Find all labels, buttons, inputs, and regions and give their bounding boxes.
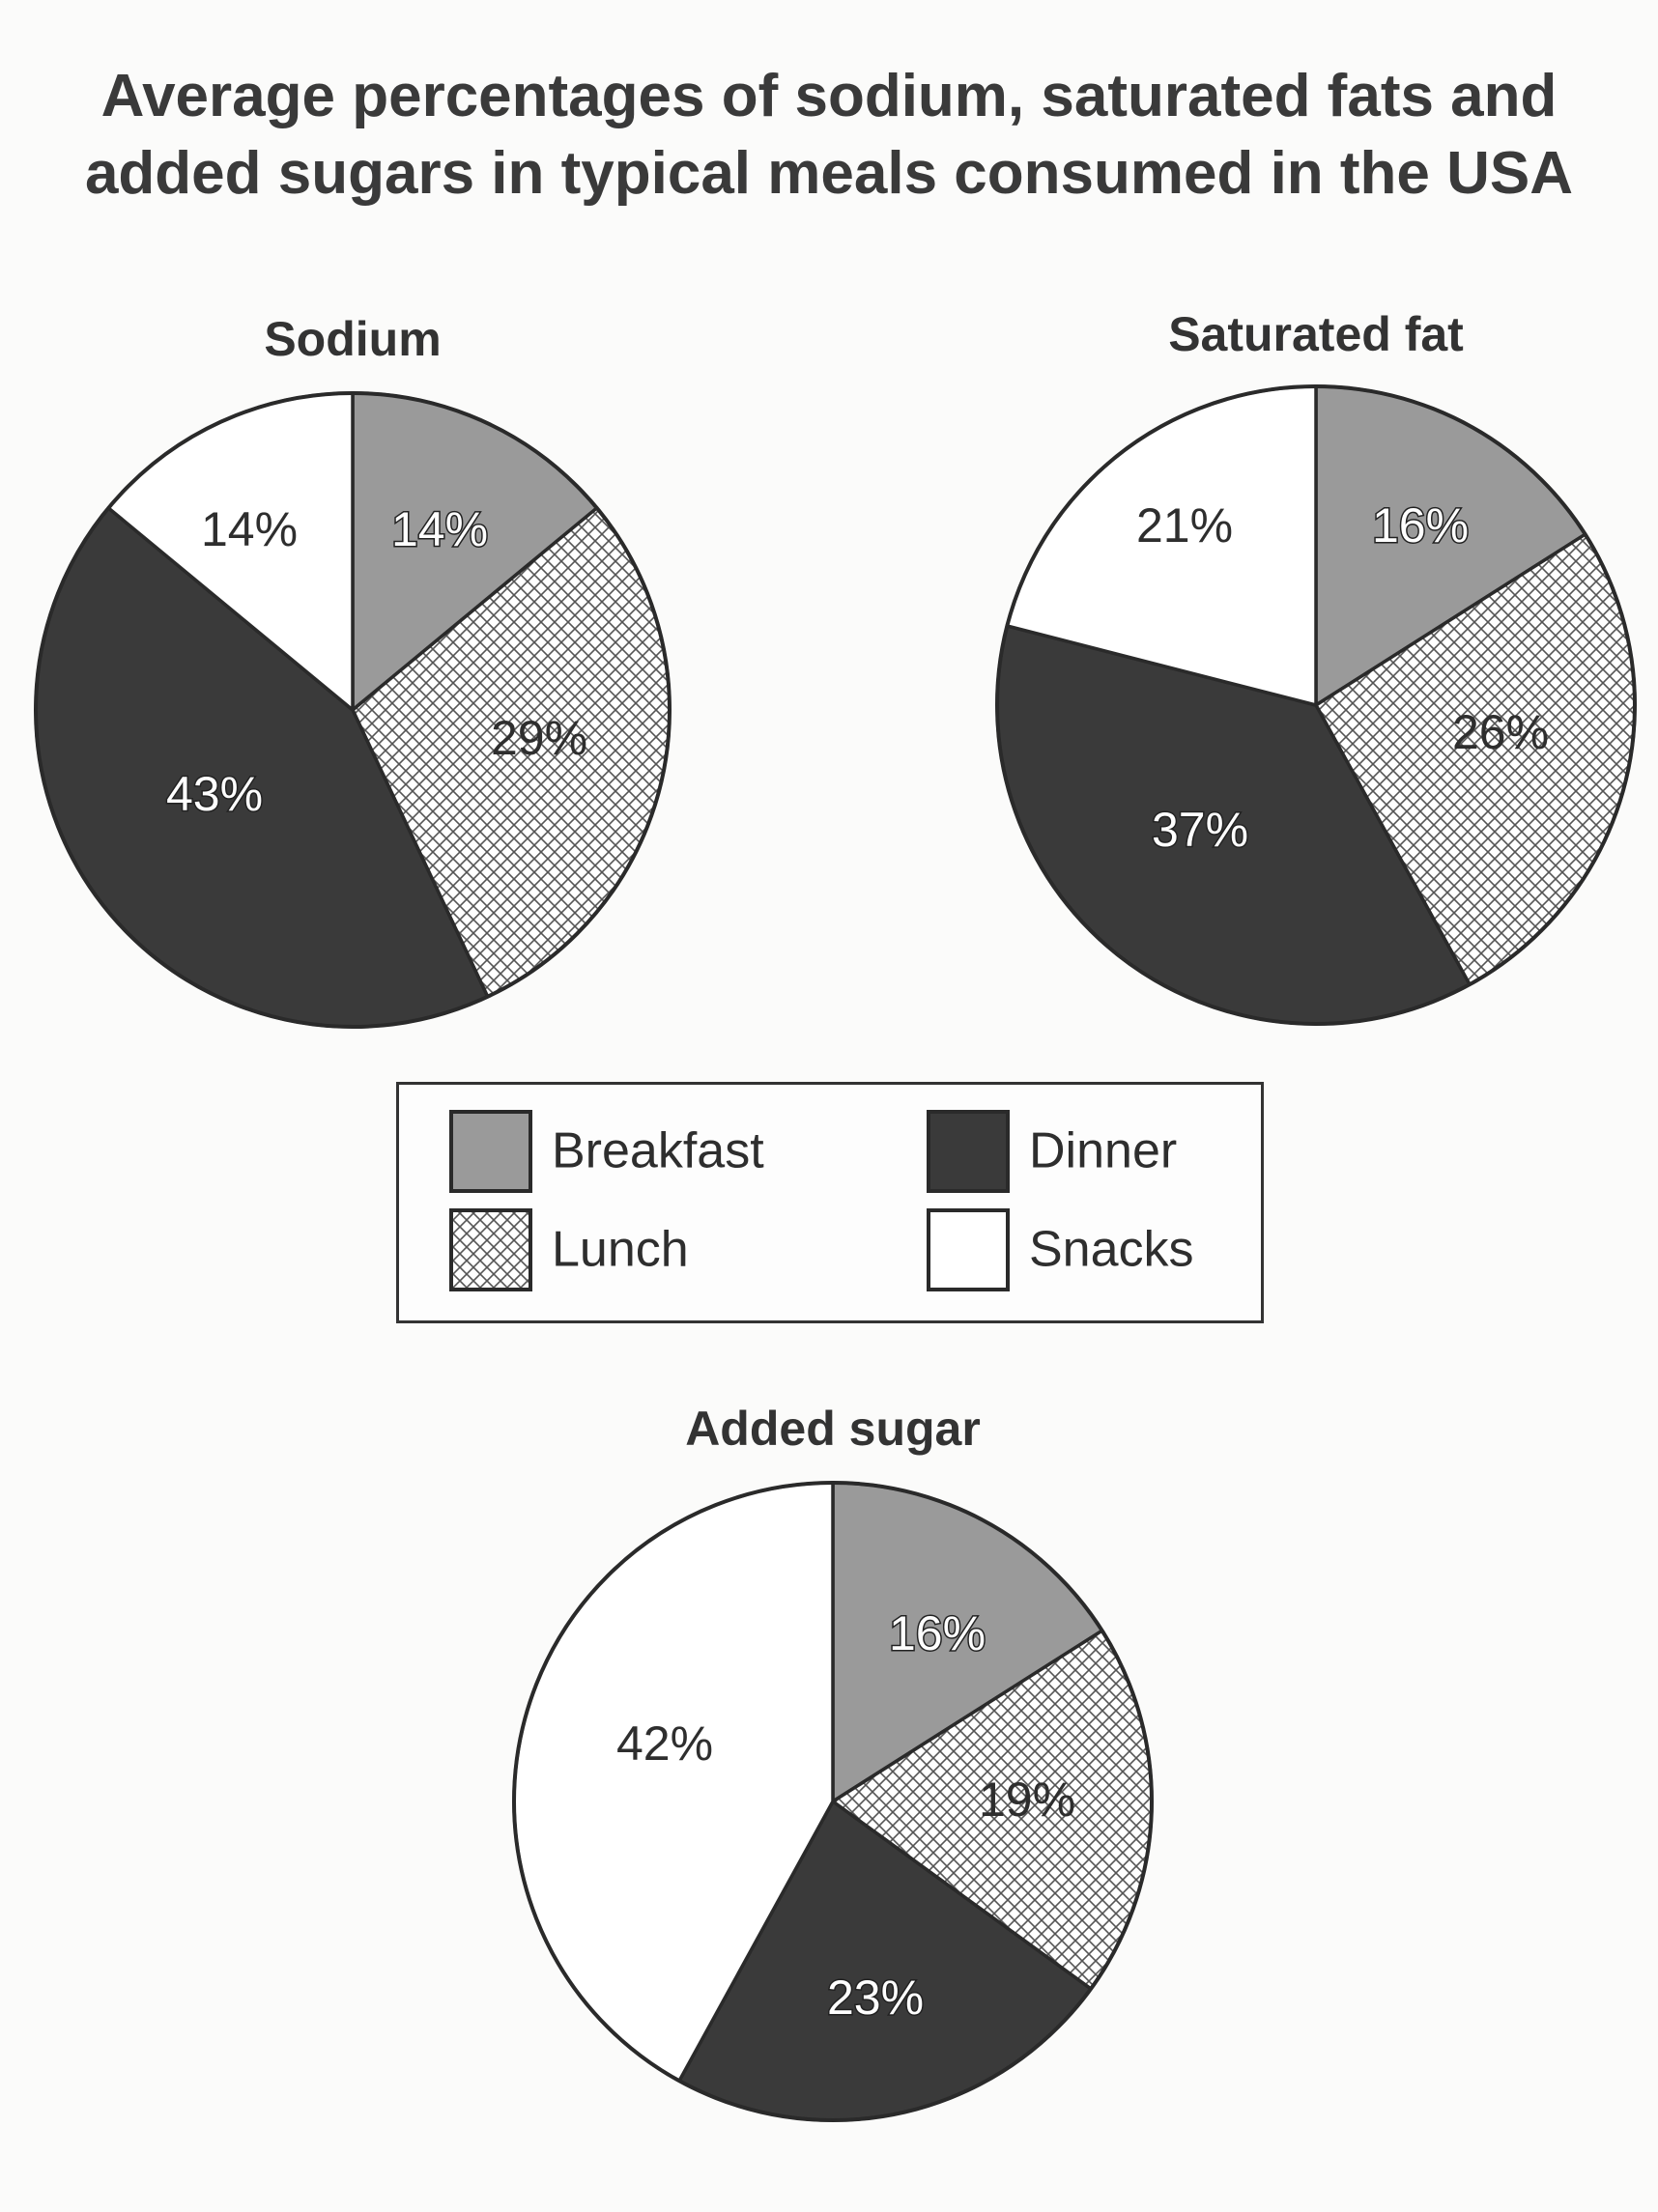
pie-title-sodium: Sodium [264, 312, 441, 366]
pie-chart-added-sugar: 16% 19% 23% 42% [512, 1481, 1154, 2122]
legend-swatches: Breakfast Dinner Lunch Snacks [449, 1110, 1194, 1291]
legend: Breakfast Dinner Lunch Snacks [396, 1082, 1264, 1323]
legend-item-lunch: Lunch [449, 1208, 689, 1291]
pie-title-added-sugar: Added sugar [685, 1402, 981, 1456]
legend-item-dinner: Dinner [927, 1110, 1177, 1193]
legend-item-breakfast: Breakfast [449, 1110, 764, 1193]
pie-chart-saturated-fat: 16% 26% 37% 21% [995, 384, 1637, 1026]
legend-item-snacks: Snacks [927, 1208, 1194, 1291]
pie-outline [512, 1481, 1154, 2122]
pie-title-saturated-fat: Saturated fat [1168, 307, 1464, 361]
data-label-snacks: 21% [1136, 498, 1233, 553]
legend-label-dinner: Dinner [1029, 1123, 1177, 1179]
pie-outline [995, 384, 1637, 1026]
chart-title-line-2: added sugars in typical meals consumed i… [84, 140, 1574, 207]
legend-swatch-breakfast [449, 1110, 532, 1193]
data-label-snacks: 14% [201, 502, 298, 556]
data-label-dinner: 23% [827, 1971, 924, 2025]
data-label-dinner: 37% [1152, 803, 1248, 857]
data-label-dinner: 43% [166, 767, 263, 821]
pie-chart-sodium: 14% 29% 43% 14% [34, 391, 672, 1029]
legend-label-lunch: Lunch [552, 1222, 689, 1278]
data-label-lunch: 19% [979, 1772, 1075, 1827]
data-label-snacks: 42% [616, 1716, 713, 1771]
legend-swatch-snacks [927, 1208, 1010, 1291]
data-label-breakfast: 16% [889, 1606, 986, 1660]
data-label-lunch: 29% [491, 711, 587, 765]
chart-title-line-1: Average percentages of sodium, saturated… [100, 63, 1558, 129]
legend-swatch-lunch [449, 1208, 532, 1291]
data-label-lunch: 26% [1452, 705, 1549, 759]
data-label-breakfast: 14% [391, 502, 488, 556]
pie-outline [34, 391, 672, 1029]
legend-label-snacks: Snacks [1029, 1222, 1194, 1278]
legend-swatch-dinner [927, 1110, 1010, 1193]
data-label-breakfast: 16% [1372, 498, 1469, 553]
legend-label-breakfast: Breakfast [552, 1123, 764, 1179]
